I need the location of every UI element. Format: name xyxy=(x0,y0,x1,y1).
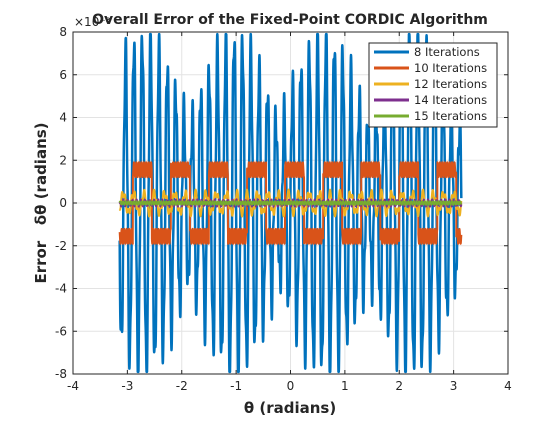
x-tick-label: 1 xyxy=(341,379,349,393)
legend: 8 Iterations 10 Iterations 12 Iterations 14… xyxy=(368,42,498,128)
y-axis-exponent: ×10⁻³ xyxy=(74,15,111,29)
y-tick-label: -6 xyxy=(55,324,67,338)
series-group xyxy=(118,32,463,374)
y-tick-label: 2 xyxy=(59,153,67,167)
x-axis-label: θ (radians) xyxy=(244,399,336,417)
x-tick-label: -2 xyxy=(176,379,188,393)
x-tick-label: 4 xyxy=(504,379,512,393)
y-axis-label: Error δθ (radians) xyxy=(32,122,50,283)
x-tick-label: 0 xyxy=(287,379,295,393)
series-line xyxy=(118,32,463,374)
y-tick-label: 6 xyxy=(59,68,67,82)
y-tick-label: -4 xyxy=(55,282,67,296)
legend-label: 10 Iterations xyxy=(414,61,487,75)
x-tick-label: 3 xyxy=(450,379,458,393)
ticks: -4 -3 -2 -1 0 1 2 3 4 -8 -6 -4 -2 0 2 4 6 8 xyxy=(55,25,512,393)
series-line xyxy=(118,161,463,245)
y-tick-label: -8 xyxy=(55,367,67,381)
y-tick-label: 0 xyxy=(59,196,67,210)
legend-label: 15 Iterations xyxy=(414,109,487,123)
legend-label: 8 Iterations xyxy=(414,45,480,59)
y-tick-label: 8 xyxy=(59,25,67,39)
y-tick-label: -2 xyxy=(55,239,67,253)
x-tick-label: -1 xyxy=(230,379,242,393)
legend-label: 12 Iterations xyxy=(414,77,487,91)
x-tick-label: -4 xyxy=(67,379,79,393)
y-tick-label: 4 xyxy=(59,111,67,125)
legend-label: 14 Iterations xyxy=(414,93,487,107)
x-tick-label: -3 xyxy=(121,379,133,393)
x-tick-label: 2 xyxy=(395,379,403,393)
series-line xyxy=(118,200,463,206)
chart-title: Overall Error of the Fixed-Point CORDIC … xyxy=(92,12,488,28)
